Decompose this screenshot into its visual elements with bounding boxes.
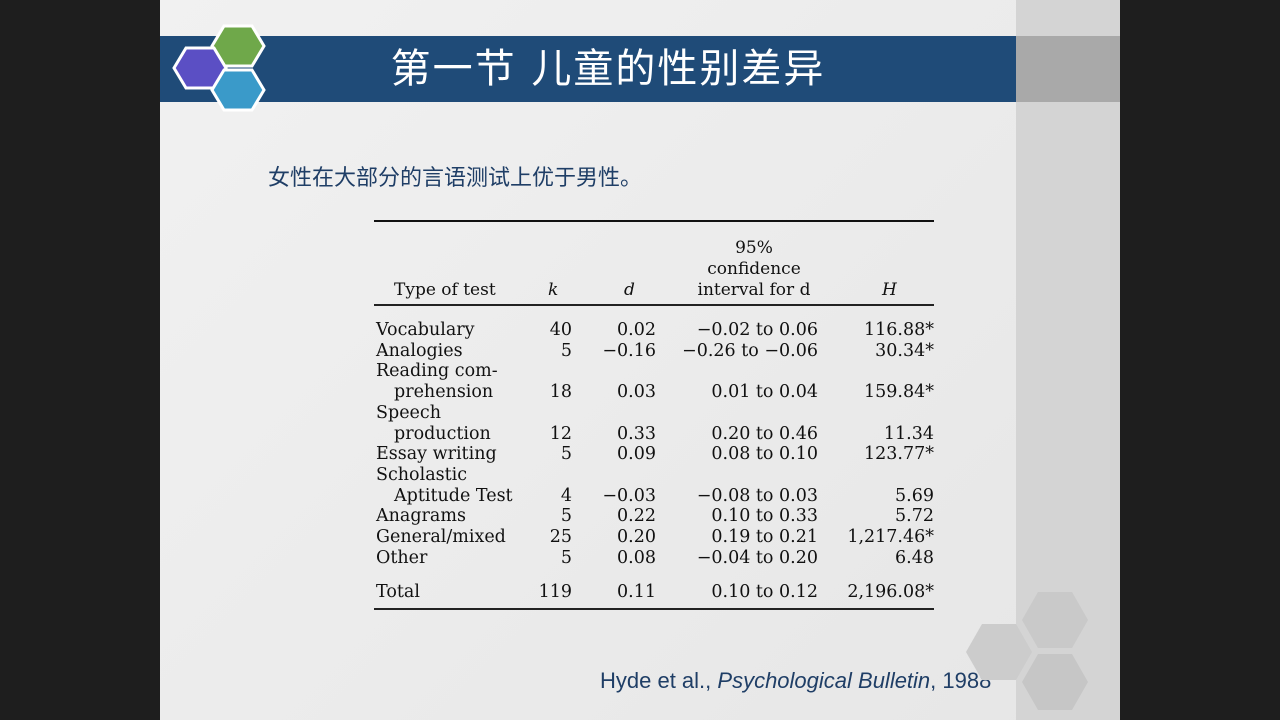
cell-h: 2,196.08* bbox=[847, 582, 934, 603]
header-ci-line3: interval for d bbox=[697, 280, 811, 300]
cell-k: 25 bbox=[549, 527, 572, 547]
citation-authors: Hyde et al., bbox=[600, 668, 718, 693]
title-bar-extension bbox=[1016, 36, 1120, 102]
header-d: d bbox=[624, 280, 635, 300]
table-rule-top bbox=[374, 220, 934, 222]
cell-k: 5 bbox=[560, 506, 572, 527]
cell-h: 1,217.46* bbox=[847, 527, 934, 547]
cell-d: −0.16 bbox=[602, 340, 656, 361]
cell-ci: 0.01 to 0.04 bbox=[711, 382, 818, 403]
cell-k: 18 bbox=[549, 382, 572, 403]
cell-ci: 0.19 to 0.21 bbox=[711, 527, 818, 547]
cell-h: 159.84* bbox=[864, 382, 934, 403]
cell-d: 0.08 bbox=[617, 547, 656, 568]
cell-type: Vocabulary bbox=[376, 320, 475, 340]
cell-ci: 0.10 to 0.12 bbox=[711, 582, 818, 603]
cell-h: 30.34* bbox=[875, 340, 934, 361]
table-rule-bottom bbox=[374, 608, 934, 610]
cell-d: 0.20 bbox=[617, 527, 656, 547]
hex-deco-bottom-icon bbox=[1022, 654, 1088, 710]
header-type: Type of test bbox=[394, 280, 496, 300]
cell-k: 5 bbox=[560, 444, 572, 465]
cell-type: Speech bbox=[376, 402, 441, 423]
cell-ci: −0.26 to −0.06 bbox=[682, 340, 818, 361]
cell-type: General/mixed bbox=[376, 527, 506, 547]
cell-d: 0.09 bbox=[617, 444, 656, 465]
cell-type: Aptitude Test bbox=[394, 485, 513, 506]
cell-d: 0.33 bbox=[617, 423, 656, 444]
hex-deco-left-icon bbox=[966, 624, 1032, 680]
header-ci-line2: confidence bbox=[707, 259, 801, 279]
cell-h: 123.77* bbox=[864, 444, 934, 465]
cell-k: 12 bbox=[549, 423, 572, 444]
slide-subtitle: 女性在大部分的言语测试上优于男性。 bbox=[268, 166, 643, 191]
cell-h: 6.48 bbox=[895, 547, 934, 568]
cell-k: 5 bbox=[560, 547, 572, 568]
header-ci-line1: 95% bbox=[735, 238, 773, 258]
cell-h: 5.72 bbox=[895, 506, 934, 527]
cell-d: 0.03 bbox=[617, 382, 656, 403]
header-ci: 95% confidence interval for d bbox=[694, 238, 814, 301]
cell-k: 5 bbox=[560, 340, 572, 361]
cell-ci: 0.20 to 0.46 bbox=[711, 423, 818, 444]
cell-d: −0.03 bbox=[602, 485, 656, 506]
cell-type: Scholastic bbox=[376, 464, 468, 485]
hex-green-icon bbox=[210, 24, 266, 68]
cell-type: Reading com- bbox=[376, 361, 498, 382]
citation: Hyde et al., Psychological Bulletin, 198… bbox=[600, 668, 991, 694]
hex-deco-top-icon bbox=[1022, 592, 1088, 648]
citation-journal: Psychological Bulletin bbox=[717, 668, 931, 693]
cell-type: production bbox=[394, 423, 491, 444]
cell-ci: 0.10 to 0.33 bbox=[711, 506, 818, 527]
cell-h: 116.88* bbox=[864, 320, 934, 340]
slide-title: 第一节 儿童的性别差异 bbox=[390, 46, 826, 92]
decorative-hexagons-icon bbox=[966, 592, 1088, 710]
header-h: H bbox=[882, 280, 897, 300]
hex-blue-icon bbox=[210, 68, 266, 112]
cell-type: Other bbox=[376, 547, 428, 568]
table-rule-mid bbox=[374, 304, 934, 306]
cell-ci: −0.08 to 0.03 bbox=[696, 485, 818, 506]
cell-type: Anagrams bbox=[376, 506, 466, 527]
cell-d: 0.11 bbox=[617, 582, 656, 603]
slide: 第一节 儿童的性别差异 女性在大部分的言语测试上优于男性。 Type of te… bbox=[160, 0, 1120, 720]
cell-k: 4 bbox=[560, 485, 572, 506]
cell-d: 0.02 bbox=[617, 320, 656, 340]
cell-ci: −0.04 to 0.20 bbox=[696, 547, 818, 568]
cell-h: 5.69 bbox=[895, 485, 934, 506]
cell-h: 11.34 bbox=[883, 423, 934, 444]
cell-k: 40 bbox=[549, 320, 572, 340]
cell-type: Analogies bbox=[376, 340, 463, 361]
cell-k: 119 bbox=[538, 582, 572, 603]
cell-type: Essay writing bbox=[376, 444, 497, 465]
header-k: k bbox=[548, 280, 559, 300]
cell-ci: 0.08 to 0.10 bbox=[711, 444, 818, 465]
cell-d: 0.22 bbox=[617, 506, 656, 527]
hexagon-logo-icon bbox=[172, 24, 266, 112]
cell-type: prehension bbox=[394, 382, 494, 403]
title-bar bbox=[160, 36, 1016, 102]
cell-ci: −0.02 to 0.06 bbox=[696, 320, 818, 340]
cell-type: Total bbox=[376, 582, 420, 603]
